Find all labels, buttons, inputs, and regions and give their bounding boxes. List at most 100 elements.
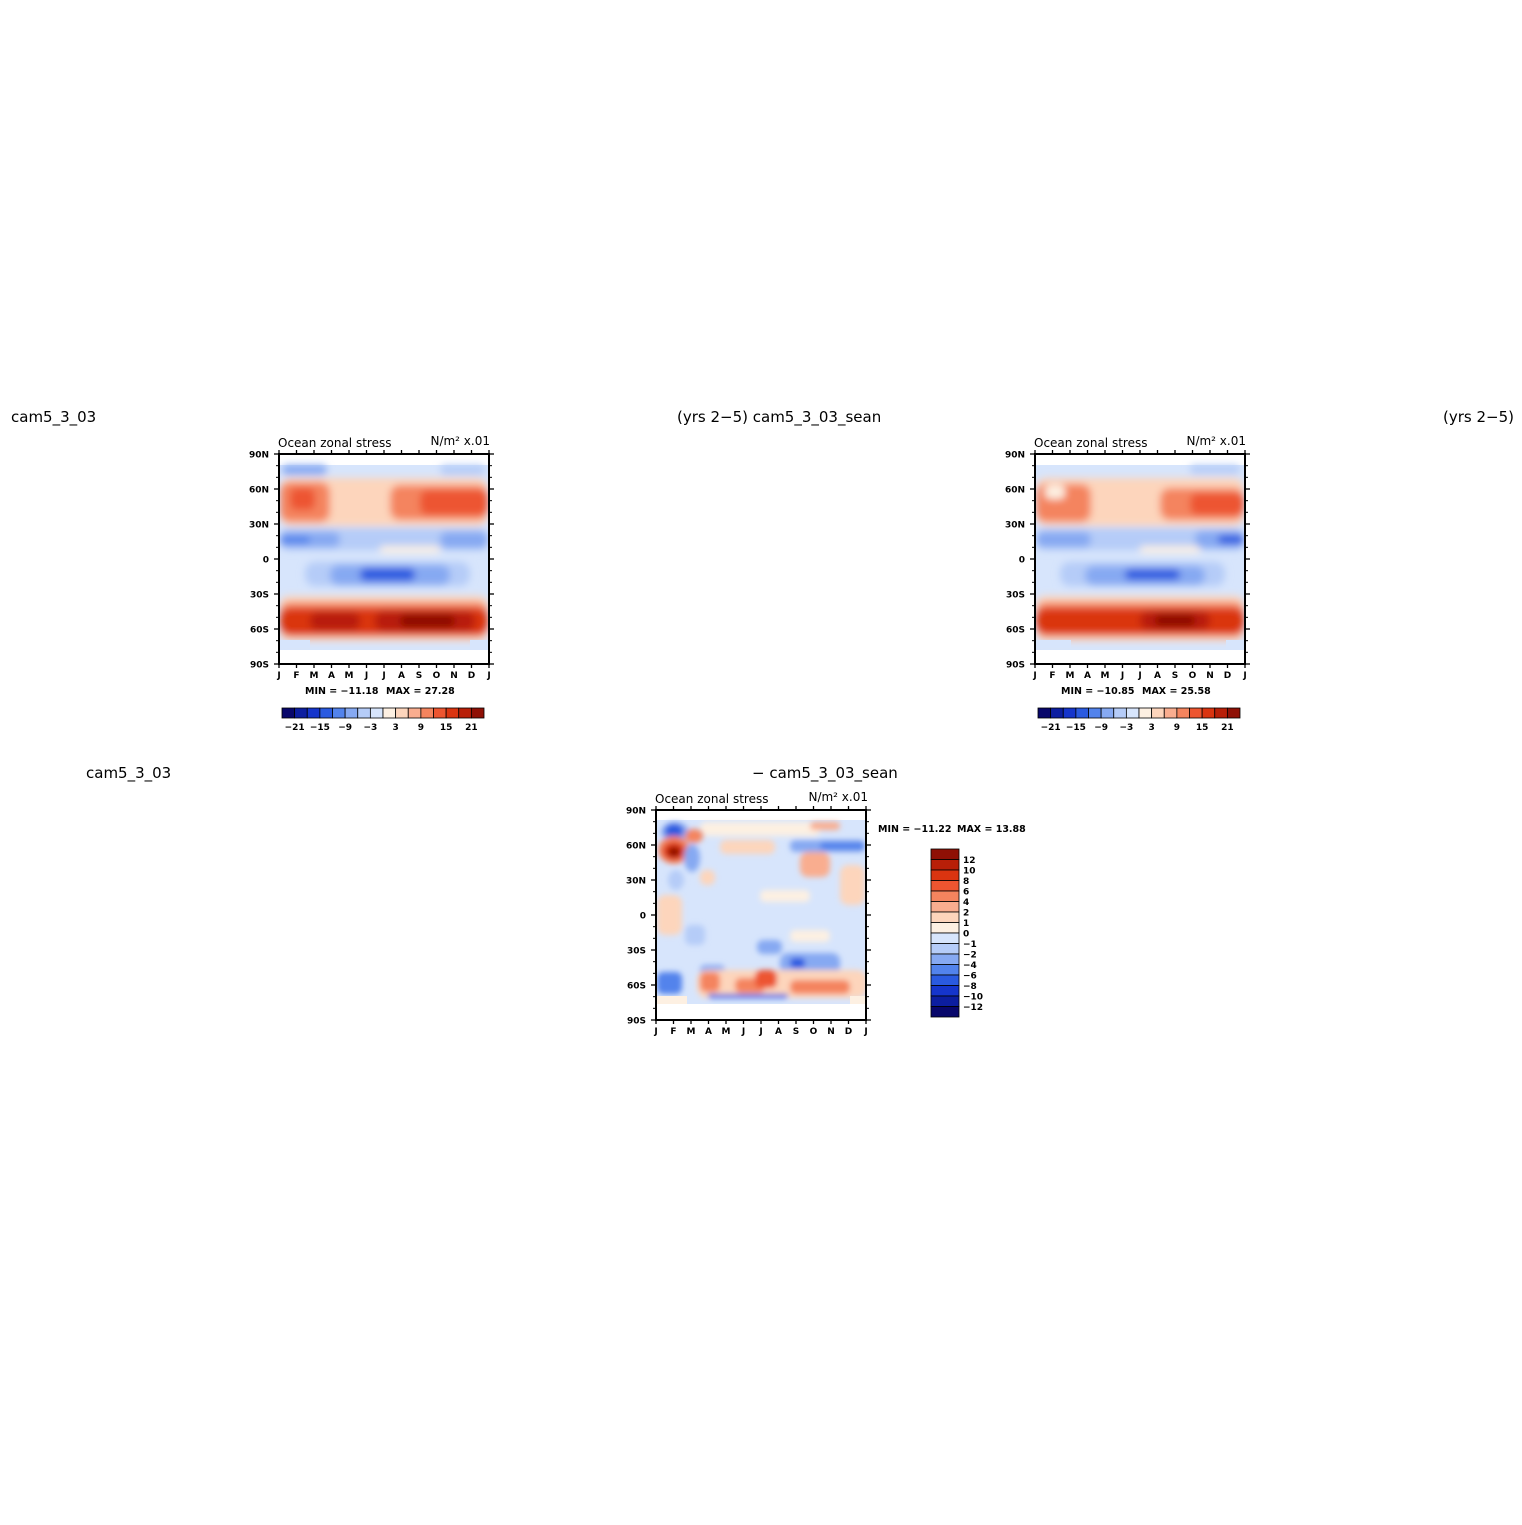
colorbar-swatch	[930, 974, 960, 986]
colorbar-swatch	[930, 901, 960, 913]
colorbar-label: 6	[963, 888, 969, 898]
colorbar-label: −21	[1041, 723, 1061, 733]
colorbar-swatch	[1100, 707, 1115, 719]
colorbar-label: 1	[963, 919, 969, 929]
panel-3-title: Ocean zonal stress	[655, 792, 768, 806]
x-tick-label: A	[705, 1027, 712, 1037]
colorbar-label: 3	[392, 723, 398, 733]
x-tick-label: J	[276, 671, 280, 681]
colorbar-swatch	[332, 707, 346, 719]
x-tick-label: J	[1032, 671, 1036, 681]
x-tick-label: N	[450, 671, 458, 681]
colorbar-swatch	[930, 890, 960, 902]
colorbar-swatch	[1062, 707, 1077, 719]
x-tick-label: A	[398, 671, 405, 681]
panel-3-min: MIN = −11.22	[878, 824, 952, 835]
colorbar-label: −9	[1094, 723, 1108, 733]
colorbar-label: 2	[963, 909, 969, 919]
y-tick-label: 90S	[250, 661, 269, 671]
x-tick-label: J	[653, 1027, 657, 1037]
x-tick-label: D	[845, 1027, 852, 1037]
colorbar-label: −21	[285, 723, 305, 733]
y-tick-label: 90N	[626, 807, 646, 817]
panel-2-field	[1036, 455, 1244, 663]
panel-3-field	[657, 811, 865, 1019]
x-tick-label: M	[345, 671, 354, 681]
y-tick-label: 90S	[627, 1017, 646, 1027]
colorbar-swatch	[369, 707, 384, 719]
colorbar-swatch	[470, 707, 485, 719]
x-tick-label: A	[328, 671, 335, 681]
colorbar-swatch	[930, 932, 960, 944]
x-tick-label: J	[1120, 671, 1124, 681]
panel-1-field	[280, 455, 488, 663]
colorbar-swatch	[930, 995, 960, 1007]
panel-2-title: Ocean zonal stress	[1034, 436, 1147, 450]
header-diff-left: cam5_3_03	[86, 764, 171, 783]
x-tick-label: S	[793, 1027, 799, 1037]
colorbar-label: 0	[963, 930, 969, 940]
y-tick-label: 30S	[1006, 591, 1025, 601]
colorbar-swatch	[407, 707, 422, 719]
colorbar-swatch	[1075, 707, 1089, 719]
colorbar-swatch	[930, 964, 960, 976]
y-tick-label: 60N	[1005, 486, 1025, 496]
colorbar-label: 15	[1196, 723, 1209, 733]
y-tick-label: 30N	[626, 877, 646, 887]
colorbar-label: 9	[1174, 723, 1180, 733]
colorbar-swatch	[1088, 707, 1102, 719]
x-tick-label: J	[381, 671, 385, 681]
y-tick-label: 30N	[1005, 521, 1025, 531]
colorbar-swatch	[930, 985, 960, 997]
x-tick-label: S	[416, 671, 422, 681]
header-center-case: (yrs 2−5) cam5_3_03_sean	[677, 408, 881, 427]
y-tick-label: 30S	[627, 947, 646, 957]
x-tick-label: M	[1066, 671, 1075, 681]
x-tick-label: O	[1189, 671, 1197, 681]
panel-2-min: MIN = −10.85	[1061, 686, 1135, 697]
y-tick-label: 30S	[250, 591, 269, 601]
colorbar-swatch	[930, 911, 960, 923]
colorbar-label: 15	[440, 723, 453, 733]
panel-1: Ocean zonal stress N/m² x.01	[249, 434, 494, 733]
x-tick-label: J	[364, 671, 368, 681]
x-tick-label: A	[1084, 671, 1091, 681]
colorbar-swatch	[306, 707, 321, 719]
colorbar-label: 3	[1148, 723, 1154, 733]
colorbar-swatch	[930, 859, 960, 871]
colorbar-label: −6	[963, 972, 977, 982]
x-tick-label: J	[1137, 671, 1141, 681]
colorbar-swatch	[930, 869, 960, 881]
colorbar-swatch	[281, 707, 296, 719]
colorbar-swatch	[1176, 707, 1190, 719]
panel-3: Ocean zonal stress N/m² x.01	[626, 790, 1026, 1037]
panel-2: Ocean zonal stress N/m² x.01	[1005, 434, 1250, 733]
x-tick-label: A	[775, 1027, 782, 1037]
x-tick-label: O	[433, 671, 441, 681]
header-right-period: (yrs 2−5)	[1443, 408, 1514, 426]
x-tick-label: M	[722, 1027, 731, 1037]
x-tick-label: N	[827, 1027, 835, 1037]
colorbar-swatch	[420, 707, 434, 719]
colorbar-swatch	[458, 707, 472, 719]
colorbar-label: −1	[963, 940, 977, 950]
x-tick-label: M	[310, 671, 319, 681]
colorbar-label: 10	[963, 867, 976, 877]
x-tick-label: M	[1101, 671, 1110, 681]
x-tick-label: J	[758, 1027, 762, 1037]
colorbar-label: 12	[963, 856, 976, 866]
header-left-case: cam5_3_03	[11, 408, 96, 427]
colorbar-swatch	[1189, 707, 1203, 719]
panel-2-max: MAX = 25.58	[1142, 686, 1211, 697]
colorbar-swatch	[1163, 707, 1178, 719]
colorbar-swatch	[1151, 707, 1165, 719]
x-tick-label: N	[1206, 671, 1214, 681]
panel-1-title: Ocean zonal stress	[278, 436, 391, 450]
y-tick-label: 60S	[627, 982, 646, 992]
colorbar-swatch	[1125, 707, 1140, 719]
panel-3-max: MAX = 13.88	[957, 824, 1026, 835]
x-tick-label: J	[486, 671, 490, 681]
panel-1-min: MIN = −11.18	[305, 686, 379, 697]
x-tick-label: F	[293, 671, 299, 681]
